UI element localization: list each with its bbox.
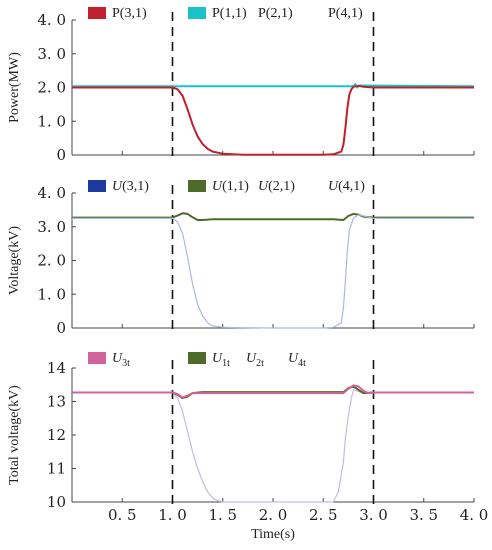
panel-1: 0 1. 0 2. 0 3. 0 4. 0 Power(MW) P(3,1) P(1,1) P(… (7, 6, 475, 164)
y-tick-label: 3. 0 (37, 218, 66, 236)
y-axis-label: Voltage(kV) (7, 226, 22, 295)
y-tick-label: 4. 0 (37, 11, 66, 29)
x-tick-label: 3. 5 (409, 506, 438, 524)
y-tick-label: 1. 0 (37, 112, 66, 130)
legend-entry: U1t (212, 351, 230, 369)
series-line (72, 84, 474, 156)
legend-entry: P(3,1) (112, 6, 147, 21)
legend-entry: U(3,1) (112, 179, 149, 194)
legend-swatch (88, 180, 106, 192)
y-tick-label: 13 (47, 393, 66, 411)
x-tick-label: 3. 0 (359, 506, 388, 524)
legend-entry: U(2,1) (258, 179, 295, 194)
y-tick-label: 4. 0 (37, 184, 66, 202)
series-line (72, 212, 474, 221)
legend-entry: U(1,1) (212, 179, 249, 194)
series-line (72, 384, 474, 399)
x-tick-label: 2. 5 (309, 506, 338, 524)
y-tick-label: 2. 0 (37, 79, 66, 97)
legend-entry: U4t (288, 351, 306, 369)
y-tick-label: 1. 0 (37, 285, 66, 303)
y-tick-label: 12 (47, 426, 66, 444)
x-axis-label: Time(s) (251, 527, 295, 542)
x-tick-label: 1. 0 (158, 506, 187, 524)
y-tick-label: 3. 0 (37, 45, 66, 63)
x-tick-label: 1. 5 (208, 506, 237, 524)
y-tick-label: 14 (47, 359, 66, 377)
legend-entry: P(1,1) (212, 6, 247, 21)
y-tick-label: 0 (56, 319, 66, 337)
y-axis-label: Total voltage(kV) (7, 385, 22, 485)
series-line (72, 214, 474, 329)
legend-swatch (88, 7, 106, 19)
y-tick-label: 10 (47, 493, 66, 511)
legend-entry: U2t (246, 351, 264, 369)
legend-swatch (188, 180, 206, 192)
series-line (72, 389, 474, 503)
legend-swatch (188, 352, 206, 364)
legend-entry: U3t (112, 351, 130, 369)
legend-swatch (88, 352, 106, 364)
x-tick-label: 4. 0 (460, 506, 489, 524)
y-tick-label: 11 (47, 460, 66, 478)
x-tick-label: 0. 5 (108, 506, 137, 524)
panel-3: 10 11 12 13 14 Total voltage(kV) 0. 5 1. 0 1. 5 2… (7, 351, 488, 542)
legend-entry: P(4,1) (328, 6, 363, 21)
panel-2: 0 1. 0 2. 0 3. 0 4. 0 Voltage(kV) U(3,1) U(1,1)… (7, 179, 475, 337)
legend-entry: U(4,1) (328, 179, 365, 194)
legend-entry: P(2,1) (258, 6, 293, 21)
x-tick-label: 2. 0 (259, 506, 288, 524)
y-tick-label: 0 (56, 146, 66, 164)
legend-swatch (188, 7, 206, 19)
y-tick-label: 2. 0 (37, 252, 66, 270)
y-axis-label: Power(MW) (7, 52, 22, 123)
